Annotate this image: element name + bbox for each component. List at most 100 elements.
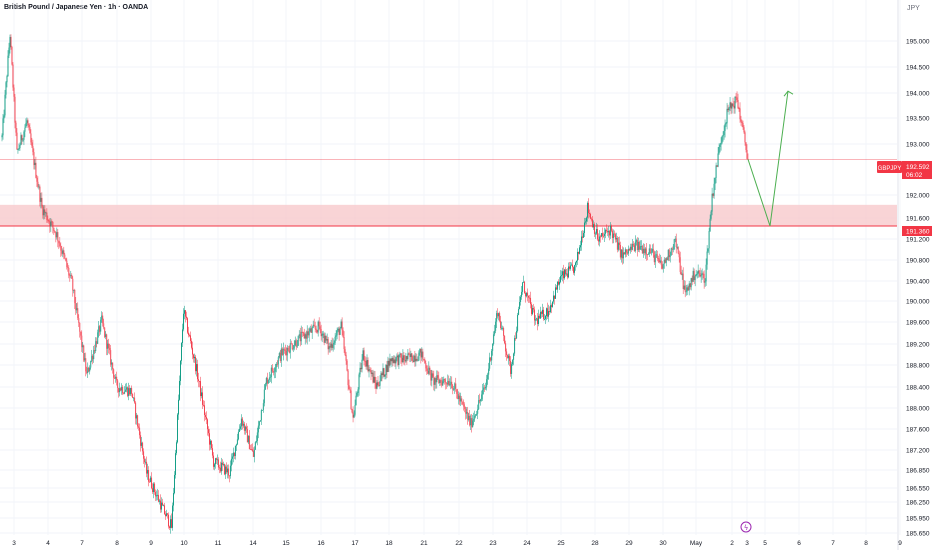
candle bbox=[490, 357, 492, 362]
candle bbox=[194, 353, 195, 363]
candle bbox=[711, 187, 713, 216]
candle bbox=[215, 457, 217, 464]
candle bbox=[546, 307, 547, 321]
candle bbox=[198, 372, 199, 388]
candle bbox=[525, 291, 527, 303]
candle bbox=[625, 249, 627, 258]
candle bbox=[474, 410, 476, 423]
countdown-label: 06:02 bbox=[906, 172, 923, 179]
candle bbox=[96, 337, 98, 348]
event-icon[interactable]: ϟ bbox=[740, 521, 752, 533]
candle bbox=[232, 447, 234, 463]
candle bbox=[162, 498, 164, 506]
candle bbox=[643, 243, 645, 256]
candle bbox=[241, 416, 243, 430]
time-tick-label: 23 bbox=[489, 540, 497, 547]
candle bbox=[388, 358, 390, 372]
candle bbox=[243, 421, 245, 435]
time-tick-label: May bbox=[690, 540, 703, 547]
candle bbox=[333, 340, 335, 350]
candle bbox=[208, 428, 210, 451]
candle bbox=[173, 487, 174, 512]
candle bbox=[532, 305, 534, 316]
candle bbox=[351, 408, 353, 414]
candle bbox=[415, 353, 417, 367]
time-tick-label: 16 bbox=[317, 540, 325, 547]
candle bbox=[551, 303, 552, 314]
candle bbox=[58, 240, 60, 250]
candle bbox=[213, 462, 215, 471]
candle bbox=[50, 218, 52, 232]
candle bbox=[487, 372, 489, 385]
candle bbox=[126, 382, 128, 393]
candle bbox=[309, 325, 311, 333]
candle bbox=[702, 271, 704, 279]
candle bbox=[450, 375, 452, 390]
candle bbox=[248, 430, 250, 450]
candle bbox=[151, 472, 153, 490]
candle bbox=[632, 241, 634, 247]
candle bbox=[189, 333, 190, 338]
candle bbox=[694, 274, 696, 287]
candle bbox=[404, 355, 406, 366]
candle bbox=[199, 380, 200, 388]
candle bbox=[499, 311, 501, 323]
candle bbox=[657, 255, 659, 264]
candle bbox=[185, 310, 186, 323]
candle bbox=[738, 106, 740, 112]
candle bbox=[729, 97, 731, 112]
candle bbox=[275, 362, 277, 373]
candle bbox=[221, 459, 223, 472]
candle bbox=[76, 303, 78, 314]
candle bbox=[379, 375, 381, 390]
candle bbox=[431, 369, 433, 387]
candle bbox=[511, 362, 513, 379]
candle bbox=[713, 177, 715, 199]
candle bbox=[593, 222, 595, 238]
candle bbox=[328, 342, 330, 353]
candle bbox=[212, 452, 214, 470]
candle bbox=[112, 362, 114, 374]
candle bbox=[371, 370, 373, 377]
candle bbox=[197, 359, 198, 383]
candle bbox=[688, 280, 690, 296]
candle bbox=[171, 513, 172, 529]
price-tick-label: 193.000 bbox=[906, 142, 930, 149]
candle bbox=[233, 452, 235, 460]
candle bbox=[181, 342, 182, 365]
candle bbox=[142, 441, 144, 455]
candle bbox=[380, 371, 382, 382]
candle bbox=[401, 353, 403, 367]
candle bbox=[716, 165, 718, 168]
candle bbox=[746, 144, 748, 160]
symbol-badge[interactable]: GBPJPY bbox=[877, 161, 902, 173]
candle bbox=[659, 254, 661, 264]
candle bbox=[47, 215, 49, 223]
candle bbox=[720, 137, 722, 151]
candle bbox=[730, 101, 732, 115]
candle bbox=[715, 162, 717, 184]
candle bbox=[250, 444, 252, 451]
candle bbox=[206, 411, 207, 425]
candle bbox=[622, 247, 624, 264]
candle bbox=[244, 425, 246, 435]
price-tick-label: 187.200 bbox=[906, 448, 930, 455]
candle bbox=[301, 327, 303, 338]
candle bbox=[483, 382, 485, 395]
candle bbox=[386, 360, 388, 378]
candle bbox=[304, 332, 306, 345]
candle bbox=[672, 244, 674, 253]
candle bbox=[485, 382, 487, 390]
candle bbox=[355, 391, 357, 406]
candle bbox=[111, 359, 113, 371]
candle bbox=[393, 355, 395, 364]
candle bbox=[216, 454, 218, 465]
candle bbox=[308, 327, 310, 342]
time-tick-label: 14 bbox=[249, 540, 257, 547]
candle bbox=[196, 358, 197, 377]
candle bbox=[276, 360, 278, 367]
candle bbox=[392, 356, 394, 367]
candle bbox=[514, 335, 516, 356]
candle bbox=[638, 240, 640, 253]
